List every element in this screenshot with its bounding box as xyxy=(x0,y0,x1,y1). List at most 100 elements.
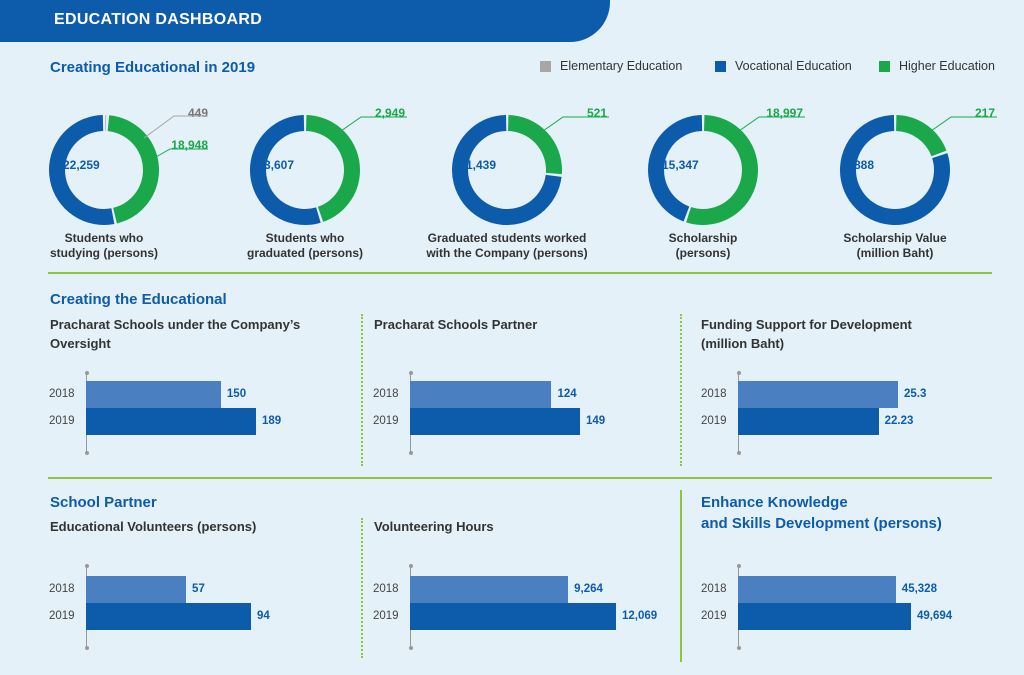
year-label-2018: 2018 xyxy=(701,583,727,595)
bar-chart-title: Pracharat Schools under the Company’s Ove… xyxy=(50,315,300,353)
donut-caption-line: graduated (persons) xyxy=(246,246,363,260)
bar-2019 xyxy=(410,408,580,435)
value-label-vocational: 888 xyxy=(854,158,875,172)
bar-chart-title-line: Oversight xyxy=(50,336,111,351)
bar-value-label-2018: 150 xyxy=(226,388,247,400)
value-label-elementary: 449 xyxy=(187,106,208,120)
donut-caption: Scholarship Value (million Baht) xyxy=(795,231,995,261)
donut-chart xyxy=(833,108,957,232)
section-title-creating-the-educational: Creating the Educational xyxy=(50,291,227,308)
bar-2018 xyxy=(738,381,898,408)
value-label-higher: 2,949 xyxy=(374,106,405,120)
bar-2019 xyxy=(410,603,616,630)
donut-caption-line: studying (persons) xyxy=(49,246,158,260)
legend-elementary: Elementary Education xyxy=(540,59,682,73)
year-label-2019: 2019 xyxy=(701,415,727,427)
bar-2018 xyxy=(86,381,221,408)
bar-value-label-2019: 12,069 xyxy=(622,610,658,622)
donut-chart xyxy=(42,108,166,232)
bar-2019 xyxy=(738,603,911,630)
donut-caption: Students who graduated (persons) xyxy=(205,231,405,261)
donut-slice-vocational xyxy=(250,115,360,225)
year-label-2019: 2019 xyxy=(373,415,399,427)
donut-caption-line: (million Baht) xyxy=(856,246,934,260)
donut-slice-vocational xyxy=(840,115,950,225)
value-label-higher: 217 xyxy=(974,106,995,120)
divider-1 xyxy=(48,272,992,274)
legend-label-elementary: Elementary Education xyxy=(560,59,683,73)
axis-end-dot xyxy=(84,371,89,375)
header-banner xyxy=(0,0,610,42)
year-label-2019: 2019 xyxy=(49,610,75,622)
donut-slice-higher xyxy=(840,115,950,225)
legend-higher: Higher Education xyxy=(879,59,995,73)
bar-value-label-2019: 94 xyxy=(257,610,270,622)
panel-separator-solid xyxy=(680,490,682,662)
section-title-school-partner: School Partner xyxy=(50,494,157,511)
donut-slice-higher xyxy=(250,115,360,225)
donut-caption-line: Scholarship xyxy=(668,231,738,245)
divider-2 xyxy=(48,477,992,479)
donut-slice-vocational xyxy=(452,115,562,225)
bar-value-label-2019: 189 xyxy=(262,415,282,427)
bar-value-label-2018: 9,264 xyxy=(574,583,603,595)
legend-swatch-elementary xyxy=(540,60,551,72)
axis-end-dot xyxy=(736,371,741,375)
bar-chart-title: Funding Support for Development (million … xyxy=(701,315,912,353)
axis-end-dot xyxy=(84,646,89,650)
bar-chart-title: Volunteering Hours xyxy=(374,517,494,536)
year-label-2019: 2019 xyxy=(373,610,399,622)
bar-chart-title-line: Educational Volunteers (persons) xyxy=(50,519,257,534)
section-title-enhance-knowledge-line2: and Skills Development (persons) xyxy=(701,515,942,532)
bar-value-label-2019: 149 xyxy=(586,415,606,427)
donut-slice-higher xyxy=(648,115,758,225)
bar-2019 xyxy=(86,603,251,630)
bar-chart-title: Pracharat Schools Partner xyxy=(374,315,537,334)
section-title-enhance-knowledge-line1: Enhance Knowledge xyxy=(701,494,848,511)
donut-caption-line: Scholarship Value xyxy=(843,231,947,245)
donut-slice-higher xyxy=(452,115,562,225)
legend-vocational: Vocational Education xyxy=(715,59,852,73)
donut-caption: Scholarship (persons) xyxy=(603,231,803,261)
donut-chart xyxy=(243,108,367,232)
donut-caption-line: Students who xyxy=(265,231,345,245)
donut-caption-line: (persons) xyxy=(675,246,731,260)
value-label-vocational: 15,347 xyxy=(662,158,699,172)
bar-chart-title: Educational Volunteers (persons) xyxy=(50,517,256,536)
axis-end-dot xyxy=(408,564,413,568)
donut-caption: Graduated students worked with the Compan… xyxy=(407,231,607,261)
year-label-2019: 2019 xyxy=(49,415,75,427)
bar-value-label-2018: 57 xyxy=(192,583,205,595)
donut-caption-line: with the Company (persons) xyxy=(426,246,588,260)
page-title: EDUCATION DASHBOARD xyxy=(54,11,263,28)
bar-chart-title-line: (million Baht) xyxy=(701,336,785,351)
axis-end-dot xyxy=(736,451,741,455)
bar-value-label-2019: 22.23 xyxy=(884,415,914,427)
bar-value-label-2018: 25.3 xyxy=(904,388,927,400)
year-label-2018: 2018 xyxy=(373,388,399,400)
axis-end-dot xyxy=(408,371,413,375)
bar-chart-title-line: Volunteering Hours xyxy=(374,519,494,534)
bar-value-label-2019: 49,694 xyxy=(917,610,953,622)
section-title-creating-educational-2019: Creating Educational in 2019 xyxy=(50,59,256,76)
value-label-vocational: 3,607 xyxy=(264,158,295,172)
year-label-2019: 2019 xyxy=(701,610,727,622)
year-label-2018: 2018 xyxy=(373,583,399,595)
panel-separator xyxy=(361,314,363,466)
panel-separator xyxy=(680,314,682,466)
year-label-2018: 2018 xyxy=(49,583,75,595)
legend-swatch-higher xyxy=(879,60,890,72)
axis-end-dot xyxy=(84,451,89,455)
bar-2018 xyxy=(410,381,552,408)
bar-2018 xyxy=(738,576,896,603)
legend-swatch-vocational xyxy=(715,60,726,72)
year-label-2018: 2018 xyxy=(701,388,727,400)
bar-2018 xyxy=(410,576,569,603)
bar-2019 xyxy=(738,408,879,435)
year-label-2018: 2018 xyxy=(49,388,75,400)
value-label-vocational: 22,259 xyxy=(63,158,100,172)
bar-value-label-2018: 124 xyxy=(557,388,577,400)
donut-chart xyxy=(641,108,765,232)
axis-end-dot xyxy=(736,564,741,568)
donut-slice-higher xyxy=(49,115,159,225)
